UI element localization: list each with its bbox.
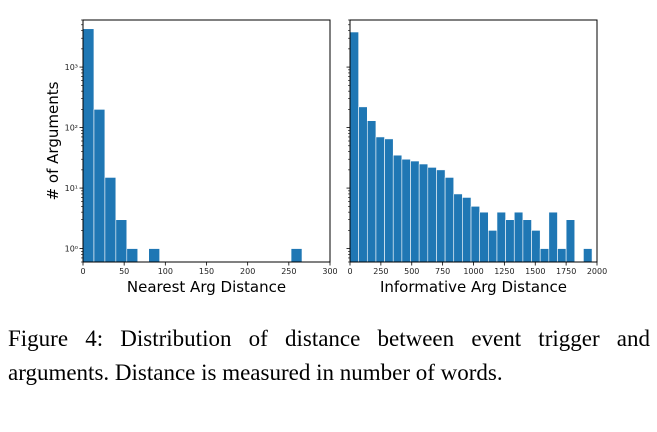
histogram-bar bbox=[436, 169, 446, 263]
histogram-bar bbox=[479, 211, 489, 263]
histogram-bar bbox=[384, 138, 394, 263]
histogram-bar bbox=[539, 248, 550, 263]
x-tick-label: 250 bbox=[281, 267, 296, 276]
histogram-bar bbox=[522, 219, 532, 263]
histogram-bar bbox=[418, 163, 429, 263]
histogram-figure: 0 50 100 150 200 250 300 10⁰ 10¹ 10² 10³ Nearest Ar… bbox=[44, 19, 607, 296]
y-tick-label: 10² bbox=[65, 124, 78, 133]
x-tick-label: 0 bbox=[80, 267, 85, 276]
histogram-bar bbox=[401, 158, 411, 263]
x-tick-label: 50 bbox=[119, 267, 129, 276]
x-tick-label: 250 bbox=[373, 267, 388, 276]
figure-caption: Figure 4: Distribution of distance betwe… bbox=[8, 326, 650, 385]
histogram-bar bbox=[392, 154, 403, 263]
histogram-bar bbox=[349, 31, 359, 263]
histogram-bar bbox=[565, 219, 576, 263]
x-tick-label: 1750 bbox=[556, 267, 576, 276]
histogram-bar bbox=[488, 230, 498, 263]
histogram-bar bbox=[444, 177, 455, 263]
histogram-bar bbox=[513, 211, 524, 263]
histogram-bar bbox=[470, 205, 480, 263]
histogram-bar bbox=[126, 248, 139, 263]
histogram-bar bbox=[104, 177, 117, 263]
x-tick-label: 300 bbox=[322, 267, 337, 276]
histogram-bar bbox=[115, 219, 128, 263]
x-tick-label: 2000 bbox=[587, 267, 607, 276]
histogram-bar bbox=[366, 120, 377, 263]
x-tick-label: 1500 bbox=[525, 267, 545, 276]
x-tick-label: 150 bbox=[199, 267, 214, 276]
histogram-bar bbox=[148, 248, 160, 263]
figure-area: 0 50 100 150 200 250 300 10⁰ 10¹ 10² 10³ Nearest Ar… bbox=[44, 19, 607, 296]
histogram-bar bbox=[453, 193, 463, 263]
histogram-bar bbox=[531, 230, 541, 263]
x-tick-label: 1000 bbox=[463, 267, 483, 276]
histogram-bar bbox=[358, 106, 368, 263]
x-tick-label: 750 bbox=[435, 267, 450, 276]
x-tick-label: 1250 bbox=[494, 267, 514, 276]
y-tick-label: 10¹ bbox=[65, 184, 78, 193]
histogram-bar bbox=[427, 167, 437, 263]
y-axis-label: # of Arguments bbox=[44, 81, 62, 200]
histogram-bar bbox=[583, 248, 593, 263]
histogram-bar bbox=[375, 136, 385, 263]
histogram-bar bbox=[557, 248, 567, 263]
x-tick-label: 0 bbox=[347, 267, 352, 276]
histogram-bar bbox=[462, 197, 472, 263]
x-tick-label: 500 bbox=[404, 267, 419, 276]
histogram-bar bbox=[496, 211, 506, 263]
histogram-bar bbox=[290, 248, 303, 263]
x-tick-label: 100 bbox=[158, 267, 173, 276]
histogram-bar bbox=[82, 28, 95, 263]
y-tick-label: 10⁰ bbox=[65, 245, 78, 254]
x-tick-label: 200 bbox=[240, 267, 255, 276]
x-axis-label: Informative Arg Distance bbox=[380, 278, 567, 296]
histogram-bar bbox=[548, 211, 558, 263]
histogram-bar bbox=[505, 219, 515, 263]
histogram-bar bbox=[93, 109, 106, 263]
y-tick-label: 10³ bbox=[65, 63, 78, 72]
histogram-bar bbox=[410, 160, 420, 263]
x-axis-label: Nearest Arg Distance bbox=[127, 278, 286, 296]
